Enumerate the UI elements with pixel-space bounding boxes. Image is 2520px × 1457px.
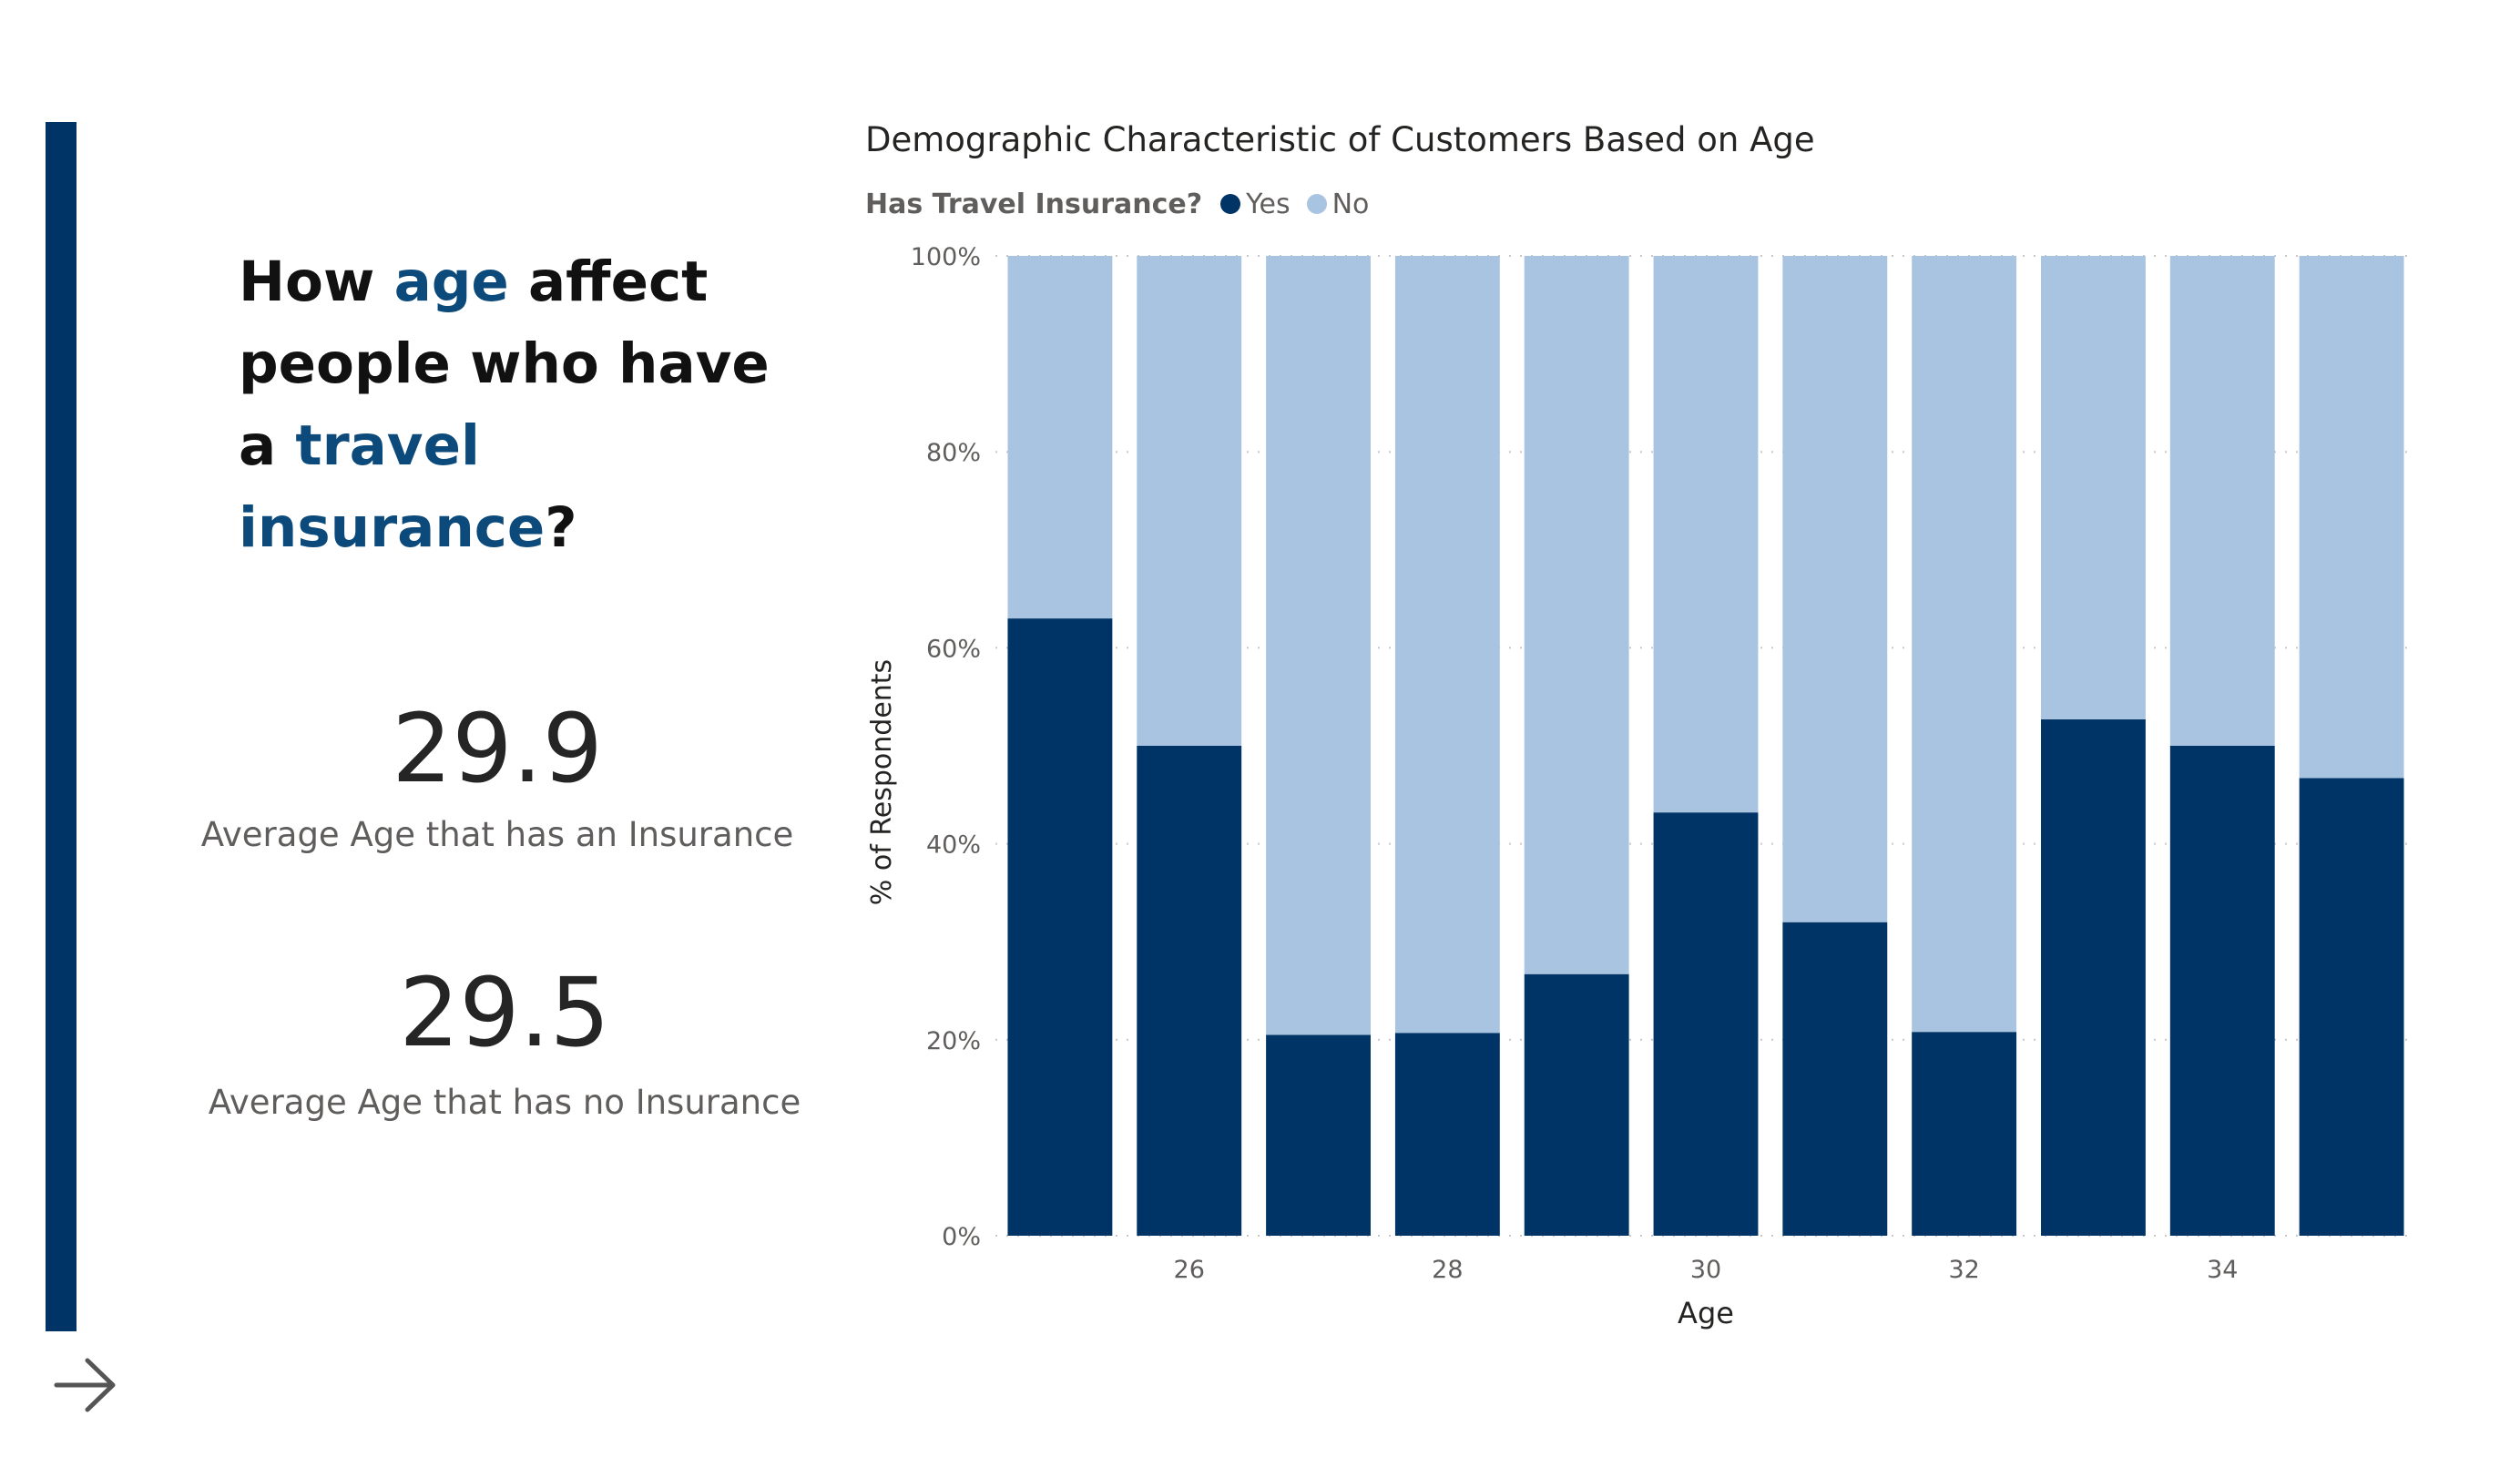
arrow-right-icon[interactable] (53, 1355, 120, 1415)
bar-no-age-29 (1524, 256, 1629, 974)
legend-yes-label[interactable]: Yes (1246, 188, 1291, 220)
legend-yes-swatch (1220, 194, 1241, 214)
chart-legend: Has Travel Insurance? Yes No (865, 186, 1385, 222)
y-tick-label: 0% (942, 1223, 981, 1251)
bar-yes-age-26 (1137, 746, 1242, 1236)
heading-part1: How (239, 250, 394, 314)
accent-bar (46, 122, 77, 1331)
bar-no-age-34 (2169, 256, 2275, 746)
kpi-uninsured-label: Average Age that has no Insurance (208, 1083, 801, 1122)
bar-no-age-27 (1266, 256, 1371, 1035)
y-tick-label: 80% (926, 439, 981, 467)
x-tick-label: 34 (2207, 1256, 2238, 1284)
legend-no-label[interactable]: No (1331, 188, 1370, 220)
kpi-uninsured-value: 29.5 (399, 957, 610, 1068)
heading-highlight-insurance: travel insurance (239, 413, 546, 560)
bar-yes-age-32 (1912, 1032, 2017, 1236)
bar-yes-age-35 (2299, 778, 2404, 1236)
bar-yes-age-25 (1007, 618, 1113, 1236)
kpi-insured-label: Average Age that has an Insurance (200, 815, 794, 854)
x-tick-label: 30 (1690, 1256, 1721, 1284)
chart-title: Demographic Characteristic of Customers … (865, 120, 1815, 159)
page-heading: How age affect people who have a travel … (239, 241, 821, 569)
y-tick-label: 40% (926, 831, 981, 860)
bar-no-age-31 (1782, 256, 1888, 922)
bar-yes-age-34 (2169, 746, 2275, 1236)
bar-no-age-32 (1912, 256, 2017, 1033)
x-axis-title: Age (1678, 1296, 1734, 1330)
kpi-insured-value: 29.9 (392, 693, 603, 804)
y-tick-label: 100% (911, 243, 981, 271)
legend-title: Has Travel Insurance? (865, 188, 1203, 220)
x-tick-label: 32 (1948, 1256, 1979, 1284)
bar-no-age-26 (1137, 256, 1242, 746)
y-axis-title: % of Respondents (866, 659, 898, 905)
bar-no-age-25 (1007, 256, 1113, 619)
bar-no-age-30 (1653, 256, 1759, 813)
bar-yes-age-31 (1782, 922, 1888, 1236)
heading-highlight-age: age (393, 250, 509, 314)
bar-no-age-33 (2041, 256, 2146, 719)
bar-yes-age-28 (1394, 1033, 1500, 1236)
y-tick-label: 20% (926, 1027, 981, 1055)
bar-yes-age-29 (1524, 973, 1629, 1236)
bar-yes-age-27 (1266, 1034, 1371, 1236)
bar-yes-age-33 (2041, 718, 2146, 1236)
heading-part2: affect people who have a (239, 250, 770, 478)
x-tick-label: 26 (1174, 1256, 1205, 1284)
legend-no-swatch (1306, 194, 1327, 214)
bar-no-age-28 (1394, 256, 1500, 1034)
x-tick-label: 28 (1432, 1256, 1463, 1284)
y-tick-label: 60% (926, 635, 981, 663)
bar-yes-age-30 (1653, 812, 1759, 1236)
heading-part3: ? (545, 495, 577, 560)
bar-no-age-35 (2299, 256, 2404, 779)
